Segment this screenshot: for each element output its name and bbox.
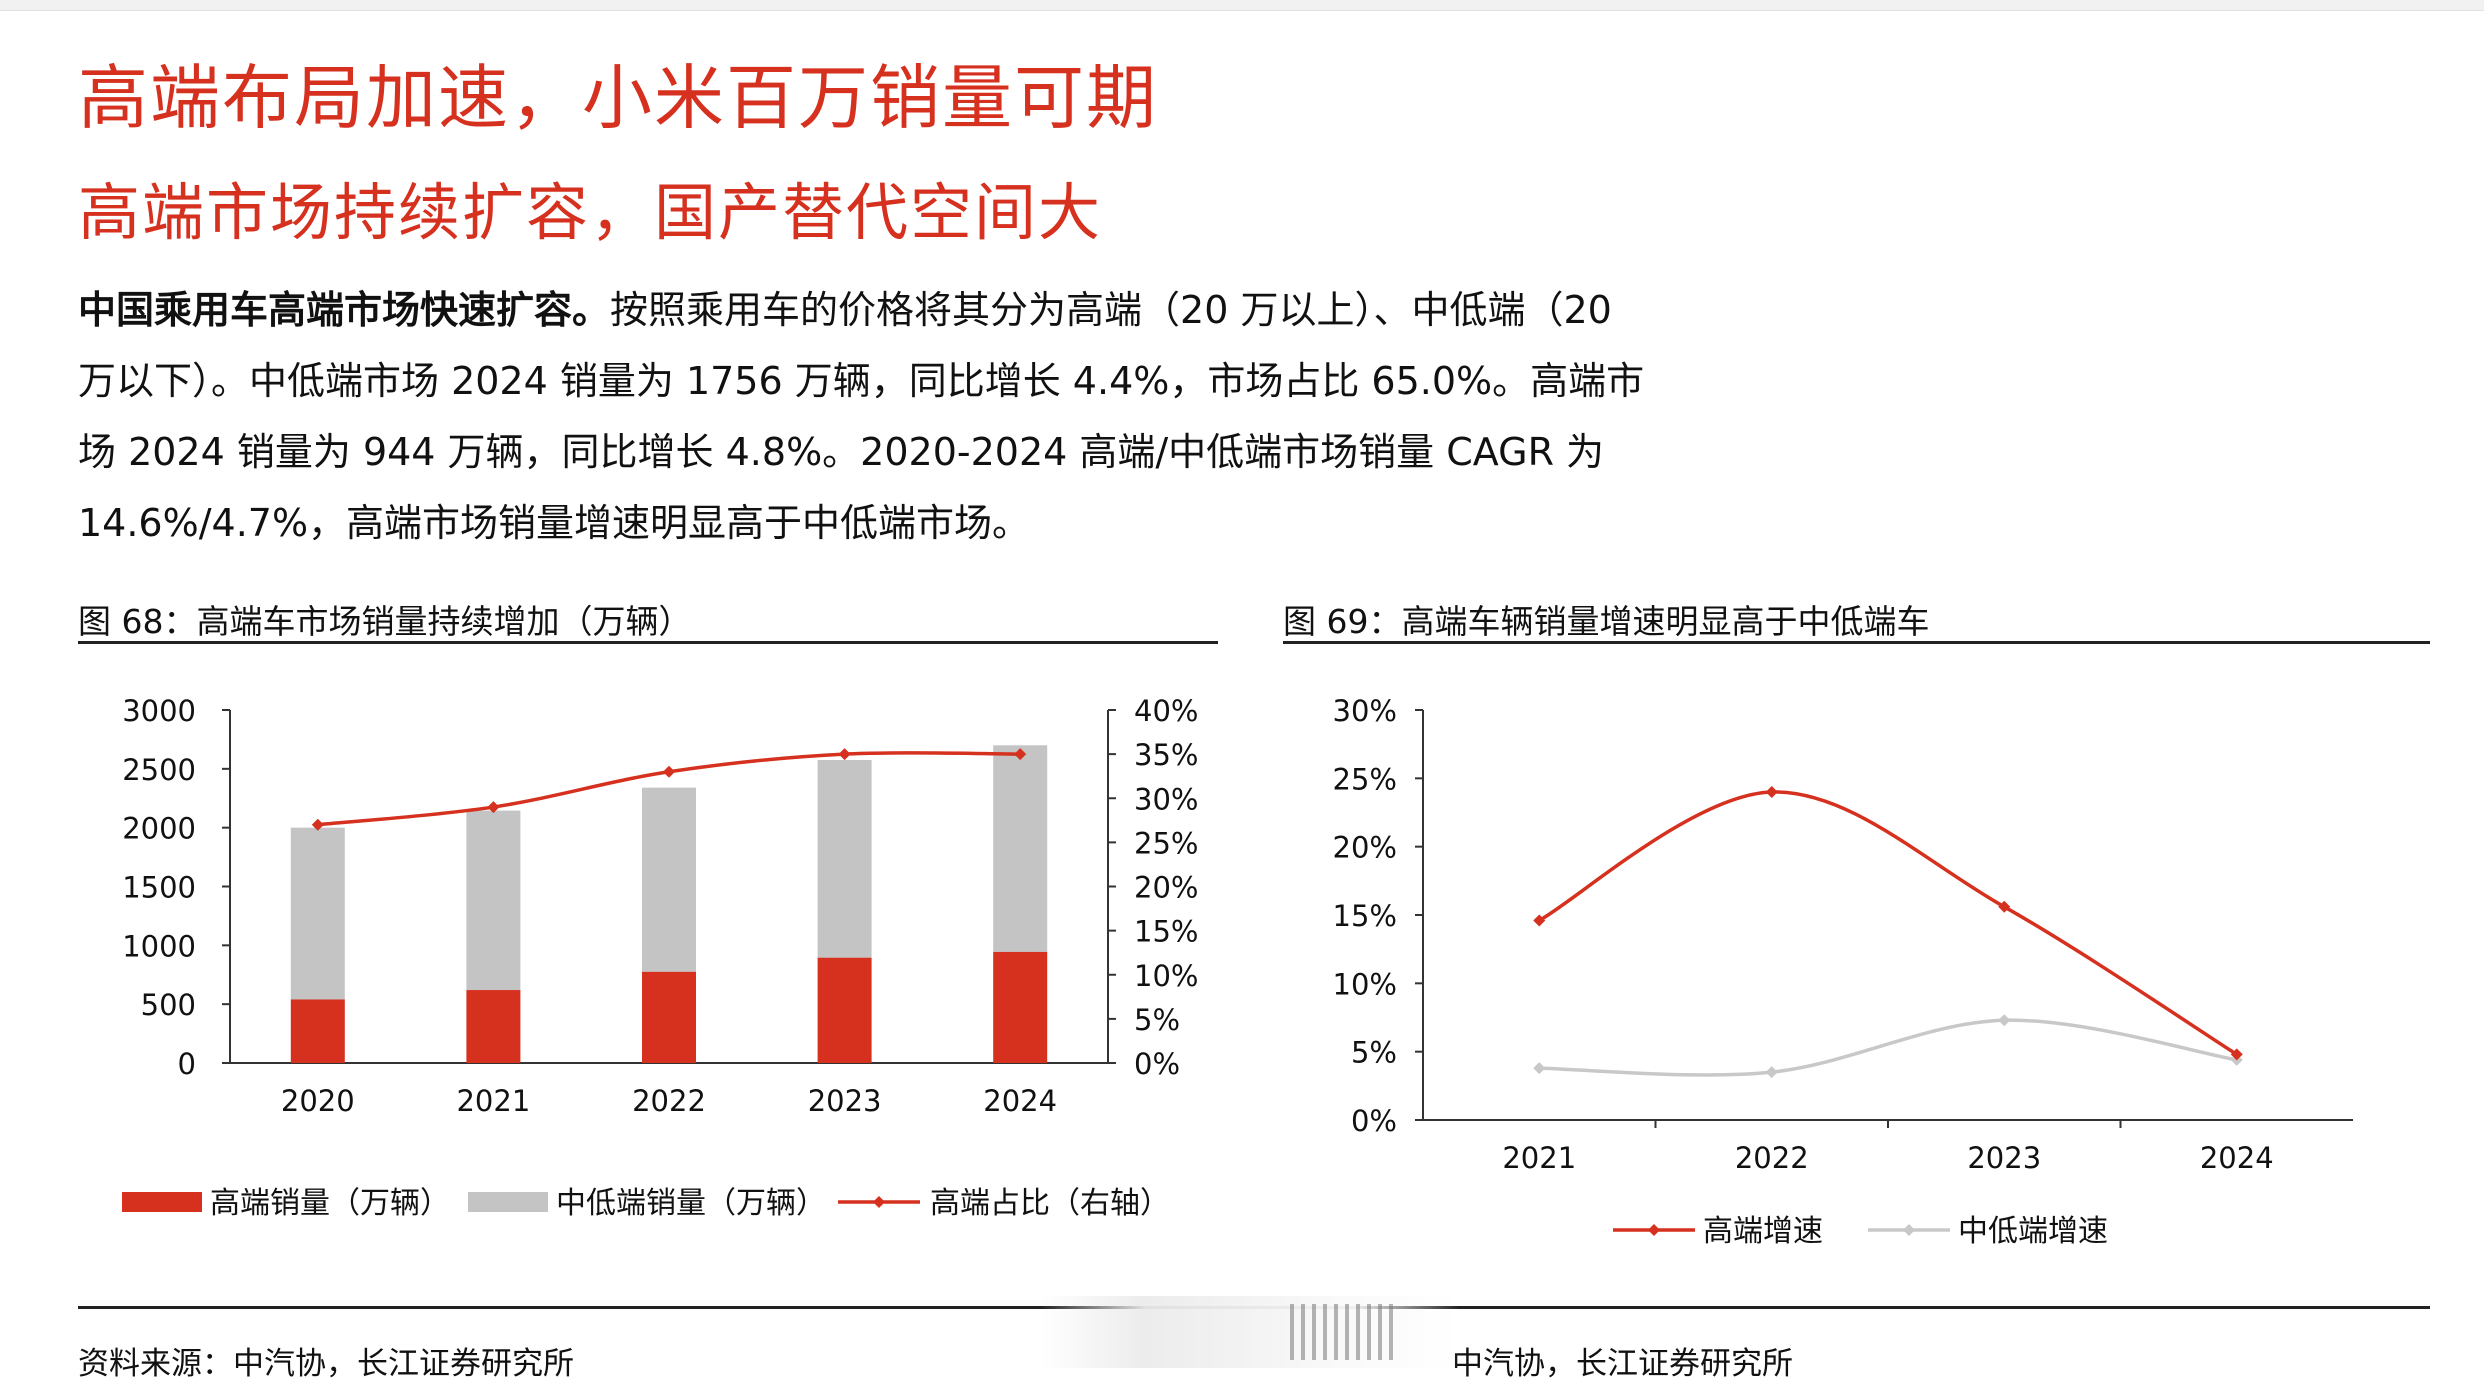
series-point-0-2021: [1533, 914, 1546, 927]
legend-swatch-high: [122, 1192, 202, 1212]
series-line-1: [1539, 1018, 2238, 1077]
legend-marker-share: [873, 1196, 885, 1208]
y-tick-label: 10%: [1333, 967, 1397, 1001]
right-tick-label: 30%: [1134, 782, 1198, 816]
legend-label-share: 高端占比（右轴）: [930, 1186, 1170, 1221]
left-tick-label: 500: [141, 988, 196, 1022]
x-tick-label: 2021: [1502, 1141, 1576, 1175]
left-tick-label: 0: [178, 1047, 196, 1081]
series-point-1-2021: [1533, 1062, 1546, 1075]
x-tick-label: 2023: [808, 1084, 882, 1118]
right-tick-label: 5%: [1134, 1003, 1180, 1037]
y-tick-label: 5%: [1351, 1036, 1397, 1070]
share-point-2020: [311, 818, 324, 831]
bar-midlow-2022: [642, 787, 696, 972]
y-tick-label: 25%: [1333, 762, 1397, 796]
y-tick-label: 20%: [1333, 831, 1397, 865]
figure69-rule: [1283, 641, 2430, 644]
share-point-2024: [1014, 748, 1027, 761]
series-line-0: [1538, 790, 2238, 1056]
bar-high-2024: [993, 951, 1048, 1063]
share-point-2023: [838, 748, 851, 761]
series-point-0-2024: [2230, 1048, 2243, 1061]
paragraph-body: 按照乘用车的价格将其分为高端（20 万以上）、中低端（20 万以下）。中低端市场…: [78, 288, 1645, 545]
figure68-source: 资料来源：中汽协，长江证券研究所: [78, 1346, 574, 1382]
legend-label-high: 高端销量（万辆）: [210, 1186, 450, 1221]
bar-high-2021: [466, 990, 521, 1063]
bar-midlow-2023: [817, 760, 872, 958]
figure69-source: 中汽协，长江证券研究所: [1452, 1346, 1793, 1382]
legend-label-midlow: 中低端销量（万辆）: [556, 1186, 826, 1221]
series-point-0-2023: [1998, 900, 2011, 913]
right-tick-label: 10%: [1134, 959, 1198, 993]
figure69-chart: 0% 5% 10% 15% 20% 25% 30% 2021 2022 2023 2024 高端增速 中…: [1333, 694, 2353, 1249]
legend-swatch-midlow: [468, 1192, 548, 1212]
share-point-2022: [663, 765, 675, 778]
x-tick-label: 2021: [456, 1084, 530, 1118]
page-title: 高端布局加速，小米百万销量可期: [78, 57, 1158, 139]
body-paragraph: 中国乘用车高端市场快速扩容。按照乘用车的价格将其分为高端（20 万以上）、中低端…: [78, 275, 1658, 559]
right-tick-label: 0%: [1134, 1047, 1180, 1081]
y-tick-label: 30%: [1333, 694, 1397, 728]
figure68-rule: [78, 641, 1218, 644]
x-tick-label: 2022: [632, 1084, 706, 1118]
figure69-caption: 图 69：高端车辆销量增速明显高于中低端车: [1283, 602, 1930, 641]
legend-marker-high-growth: [1648, 1224, 1660, 1236]
series-point-0-2022: [1765, 786, 1778, 798]
bar-high-2020: [290, 999, 345, 1063]
y-tick-label: 0%: [1351, 1104, 1397, 1138]
series-point-1-2023: [1998, 1014, 2011, 1027]
legend-label-high-growth: 高端增速: [1703, 1214, 1823, 1249]
bar-midlow-2020: [290, 827, 345, 1000]
x-tick-label: 2022: [1735, 1141, 1809, 1175]
top-edge-bar: [0, 0, 2484, 11]
x-tick-label: 2024: [983, 1084, 1057, 1118]
x-tick-label: 2024: [2200, 1141, 2274, 1175]
y-tick-label: 15%: [1333, 899, 1397, 933]
right-tick-label: 20%: [1134, 871, 1198, 905]
legend-marker-midlow-growth: [1903, 1224, 1915, 1236]
left-tick-label: 2000: [122, 812, 196, 846]
share-point-2021: [487, 801, 500, 814]
bar-midlow-2021: [466, 810, 521, 991]
right-tick-label: 25%: [1134, 826, 1198, 860]
paragraph-lead: 中国乘用车高端市场快速扩容。: [78, 288, 611, 332]
page-subtitle: 高端市场持续扩容，国产替代空间大: [78, 176, 1103, 249]
x-tick-label: 2023: [1967, 1141, 2041, 1175]
figure68-chart: 0 500 1000 1500 2000 2500 3000 0% 5% 10% 15% 20% 25%…: [122, 694, 1198, 1221]
right-tick-label: 35%: [1134, 738, 1198, 772]
left-tick-label: 1500: [122, 871, 196, 905]
series-point-1-2022: [1765, 1066, 1778, 1079]
figure68-caption: 图 68：高端车市场销量持续增加（万辆）: [78, 602, 692, 641]
bar-midlow-2024: [993, 745, 1048, 952]
left-tick-label: 2500: [122, 753, 196, 787]
overlay-watermark: [1040, 1296, 1460, 1368]
legend-label-midlow-growth: 中低端增速: [1958, 1214, 2108, 1249]
x-tick-label: 2020: [281, 1084, 355, 1118]
left-tick-label: 1000: [122, 929, 196, 963]
bar-high-2023: [817, 957, 872, 1063]
left-tick-label: 3000: [122, 694, 196, 728]
right-tick-label: 40%: [1134, 694, 1198, 728]
bar-high-2022: [642, 971, 696, 1063]
right-tick-label: 15%: [1134, 915, 1198, 949]
